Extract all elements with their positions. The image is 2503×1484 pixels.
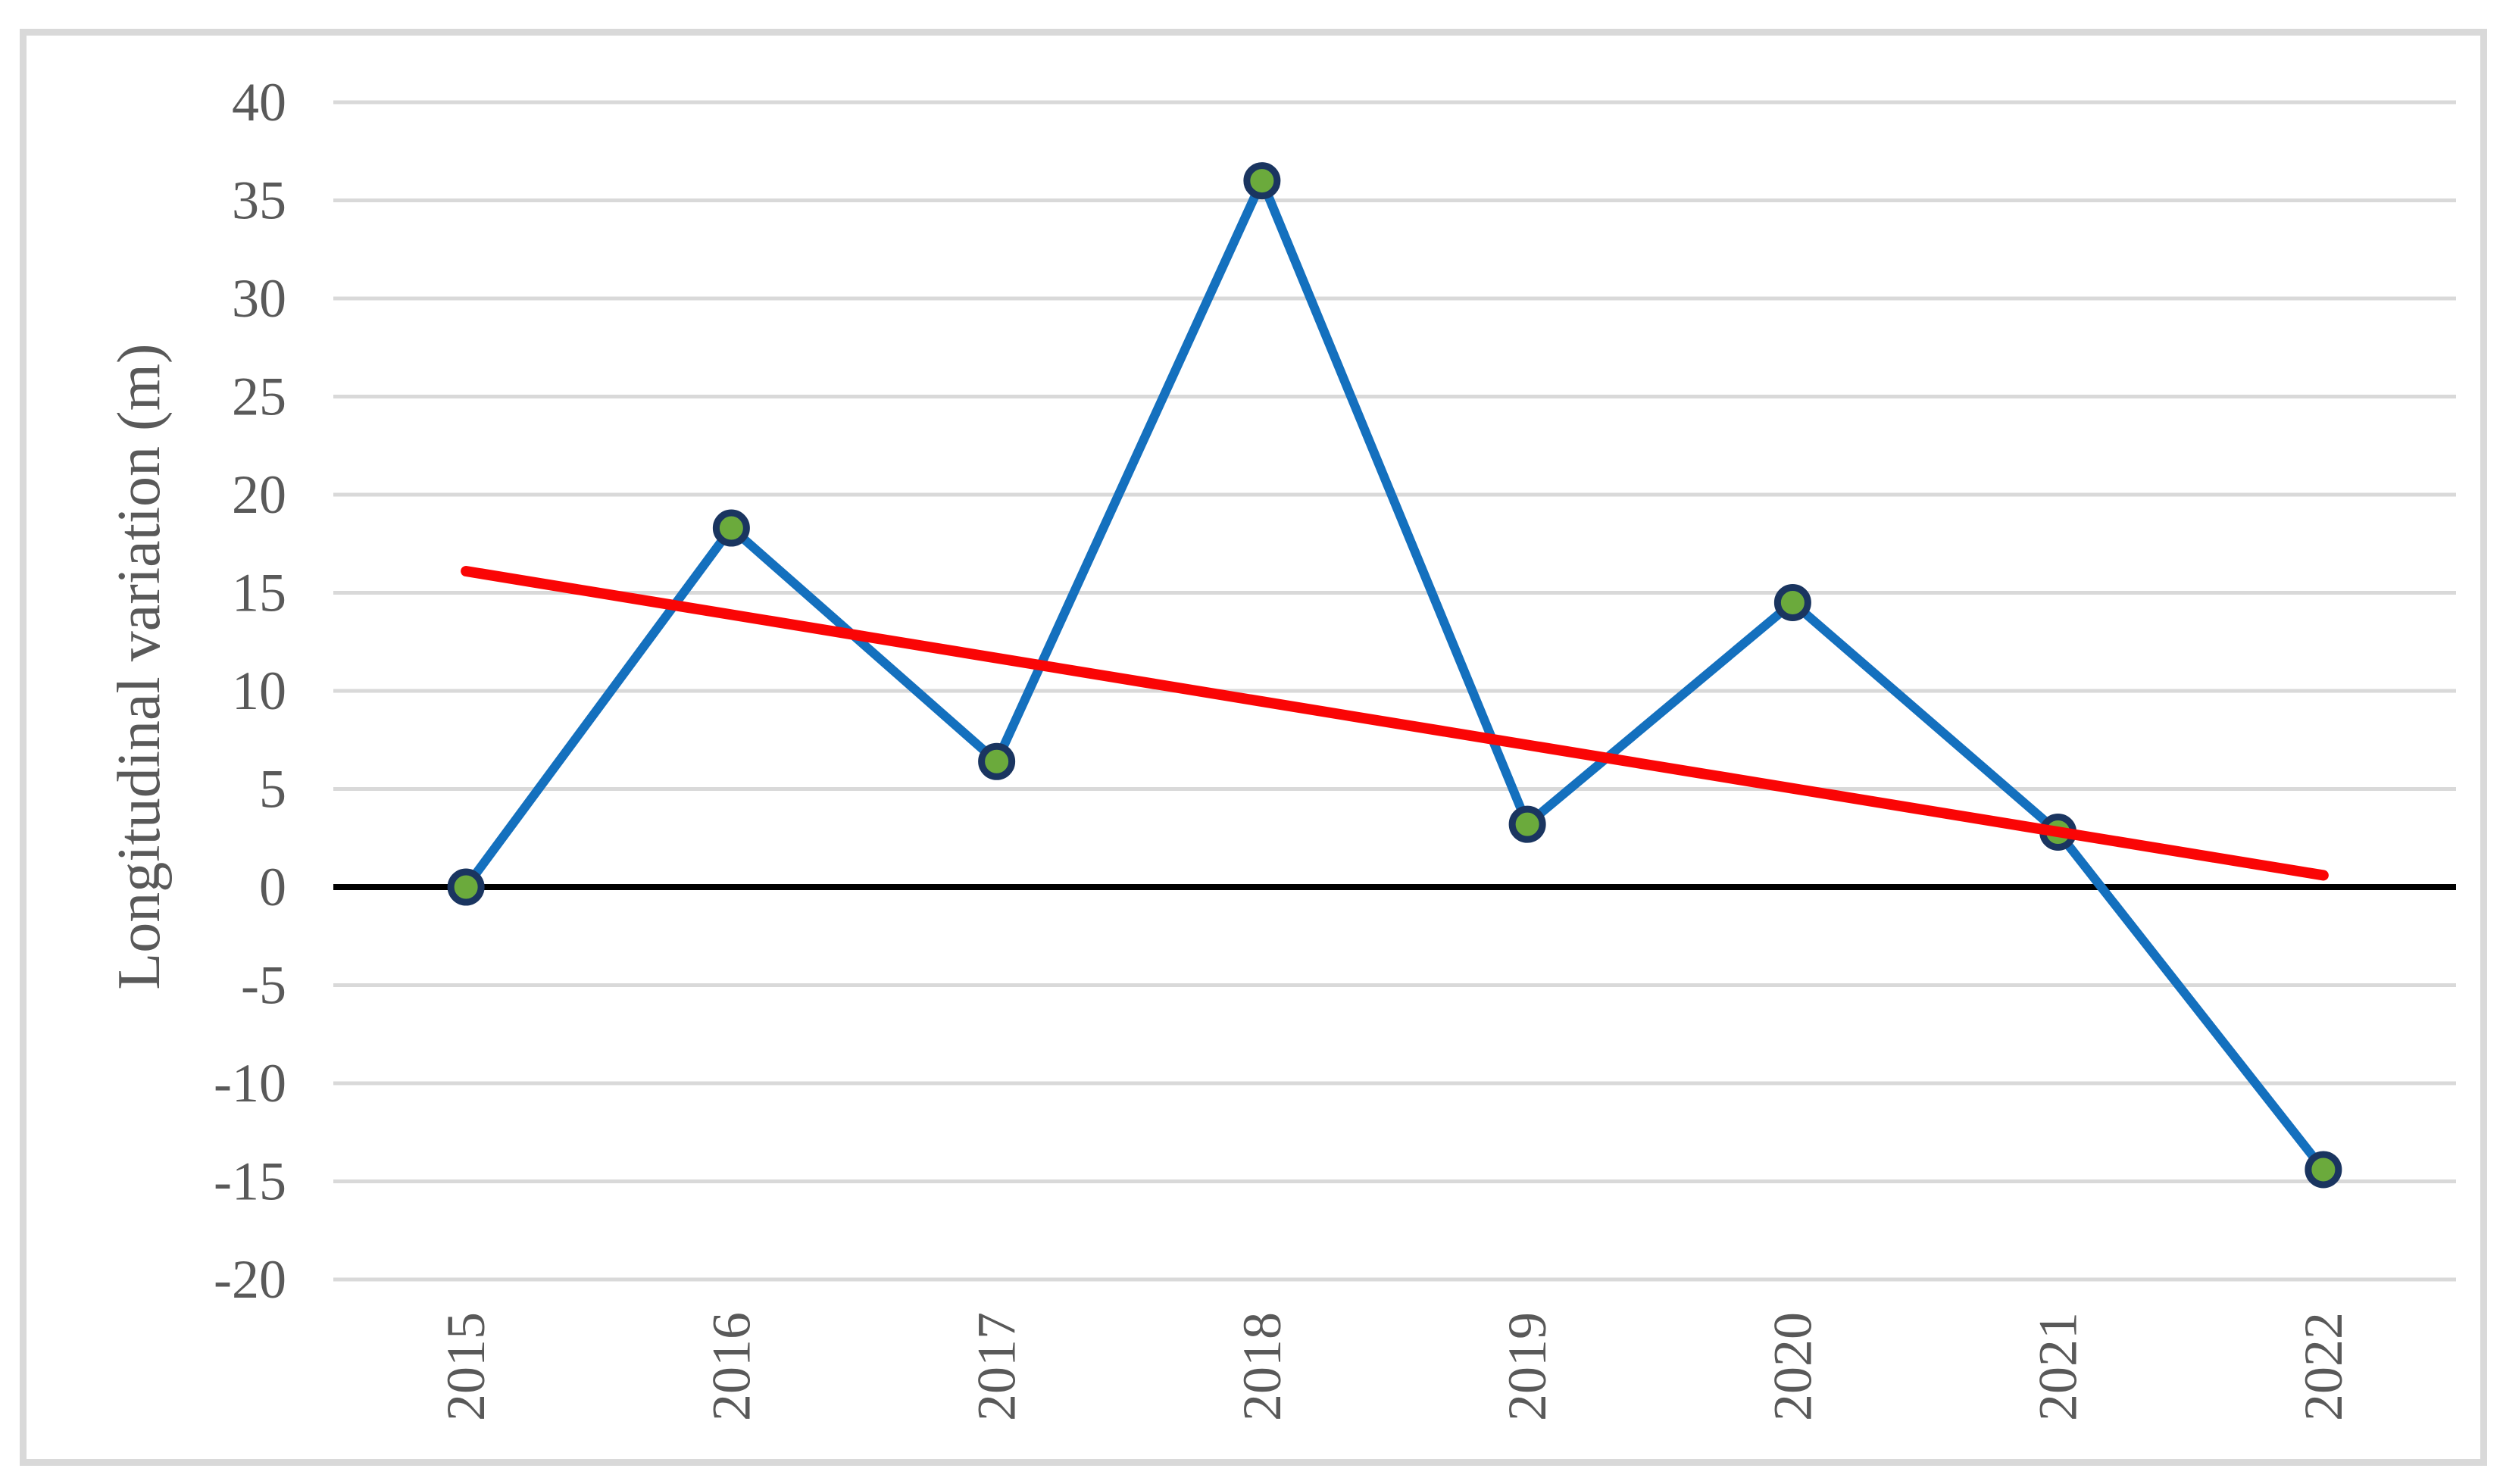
x-tick-labels: 2015 2016 2017 2018 2019 2020 2021 2022 <box>436 1312 2354 1421</box>
x-tick-label-2019: 2019 <box>1497 1312 1558 1421</box>
trendline-layer <box>461 566 2329 881</box>
x-tick-label-2020: 2020 <box>1762 1312 1823 1421</box>
data-point-2019 <box>1508 805 1546 843</box>
data-point-2015 <box>447 868 485 906</box>
y-tick-labels: 40 35 30 25 20 15 10 5 0 -5 -10 -15 -20 <box>214 72 286 1310</box>
data-series-layer <box>447 162 2342 1189</box>
data-point-2016 <box>712 509 750 547</box>
data-point-2020 <box>1773 583 1811 621</box>
x-tick-label-2018: 2018 <box>1232 1312 1292 1421</box>
x-tick-label-2017: 2017 <box>967 1312 1027 1421</box>
data-point-2022 <box>2305 1151 2342 1189</box>
x-tick-label-2021: 2021 <box>2028 1312 2089 1421</box>
y-tick-label-20: 20 <box>232 464 286 525</box>
y-axis-title: Longitudinal variation (m) <box>106 343 173 989</box>
y-tick-label-35: 35 <box>232 170 286 231</box>
x-tick-label-2016: 2016 <box>701 1312 761 1421</box>
y-tick-label-25: 25 <box>232 367 286 427</box>
gridlines-layer <box>333 100 2456 1282</box>
y-tick-label-30: 30 <box>232 268 286 329</box>
y-tick-label-40: 40 <box>232 72 286 133</box>
y-tick-label-10: 10 <box>232 661 286 721</box>
y-tick-label--10: -10 <box>214 1053 286 1114</box>
y-tick-label-15: 15 <box>232 563 286 623</box>
y-tick-label--5: -5 <box>241 955 286 1016</box>
data-point-2018 <box>1243 162 1281 200</box>
y-tick-label-5: 5 <box>259 759 286 820</box>
y-tick-label-0: 0 <box>259 857 286 917</box>
chart-outer-border <box>20 29 2487 1466</box>
x-tick-label-2022: 2022 <box>2293 1312 2354 1421</box>
trendline <box>461 566 2329 881</box>
x-tick-label-2015: 2015 <box>436 1312 496 1421</box>
y-tick-label--20: -20 <box>214 1249 286 1310</box>
series-line <box>461 176 2328 1174</box>
data-point-2017 <box>978 742 1016 780</box>
y-tick-label--15: -15 <box>214 1151 286 1212</box>
